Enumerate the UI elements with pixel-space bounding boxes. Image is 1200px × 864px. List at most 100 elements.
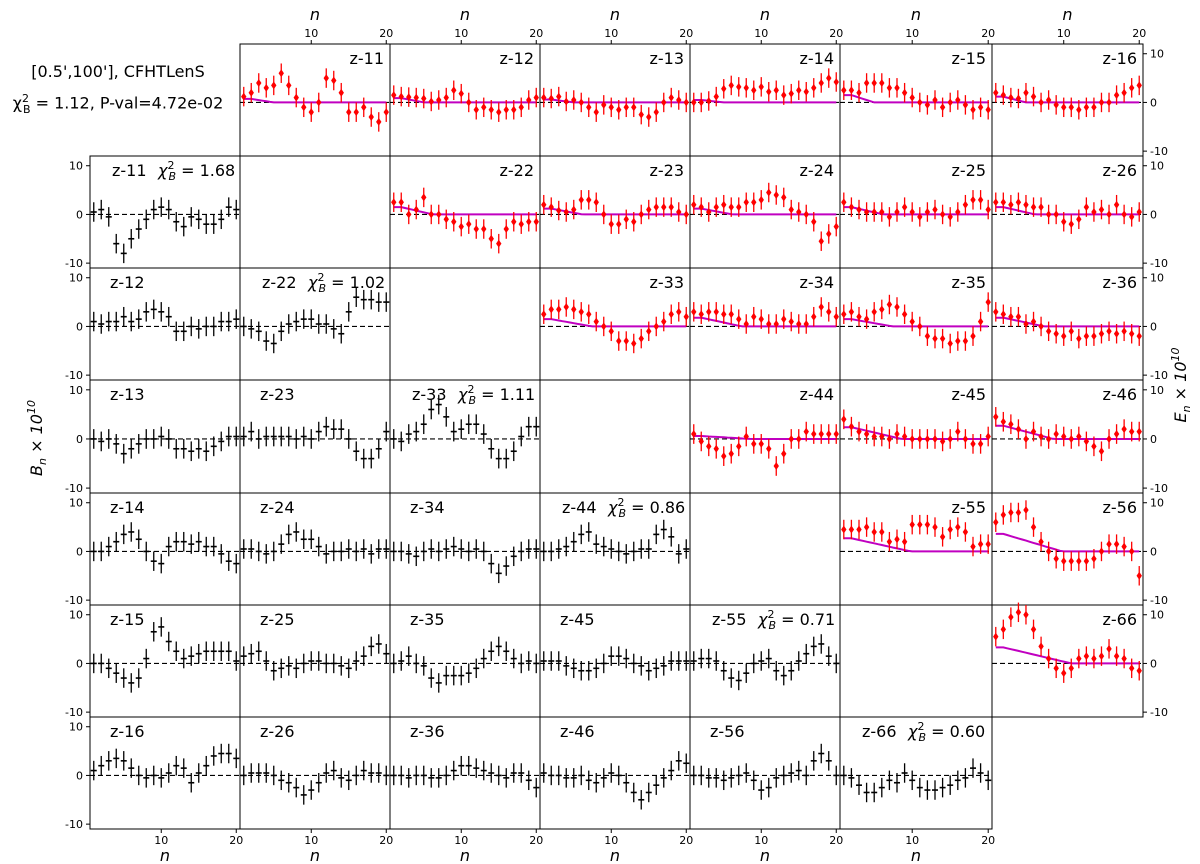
panel-label: z-34	[799, 273, 834, 292]
e-point	[1045, 434, 1052, 443]
e-point	[616, 105, 622, 114]
y-tick-label: 0	[76, 657, 83, 670]
e-point	[608, 103, 614, 112]
e-point	[939, 334, 946, 343]
e-point	[1053, 329, 1059, 338]
x-tick-label: 20	[679, 834, 693, 847]
e-point	[788, 434, 794, 443]
e-point	[841, 198, 847, 207]
e-point	[856, 427, 862, 436]
x-tick-label: 20	[529, 834, 543, 847]
e-point	[563, 302, 569, 311]
e-point	[886, 434, 893, 443]
e-point	[721, 200, 727, 209]
e-point	[1083, 203, 1090, 212]
e-point	[803, 210, 809, 219]
x-axis-label: n	[610, 5, 620, 24]
panel-label: z-13	[649, 49, 684, 68]
x-tick-label: 10	[604, 27, 618, 40]
y-tick-label: -10	[1150, 145, 1168, 158]
e-point	[1136, 332, 1142, 341]
e-point	[586, 103, 592, 112]
y-tick-label: -10	[65, 706, 83, 719]
e-point	[443, 93, 449, 102]
panel-label: z-35	[951, 273, 986, 292]
e-point	[894, 208, 900, 216]
e-point	[578, 307, 584, 316]
e-point	[1136, 571, 1142, 580]
e-point	[947, 98, 953, 107]
e-point	[1121, 654, 1127, 663]
e-point	[1076, 334, 1082, 343]
e-point	[623, 337, 629, 346]
e-point	[863, 78, 870, 87]
e-point	[879, 527, 885, 536]
e-point	[676, 307, 682, 316]
e-point	[871, 527, 877, 536]
e-point	[803, 87, 809, 96]
x-tick-label: 10	[905, 27, 919, 40]
e-point	[751, 198, 757, 207]
e-point	[406, 210, 412, 219]
model-curve	[995, 316, 1140, 328]
e-point	[481, 103, 487, 112]
e-point	[668, 93, 674, 102]
e-point	[458, 89, 464, 98]
figure-header-line2: χ2B = 1.12, P-val=4.72e-02	[12, 92, 224, 116]
e-point	[743, 83, 749, 92]
panel-label: z-25	[260, 610, 295, 629]
e-point	[1038, 642, 1044, 651]
e-point	[691, 200, 697, 209]
e-point	[856, 525, 862, 534]
e-point	[962, 100, 969, 109]
e-point	[1023, 320, 1029, 328]
e-point	[841, 86, 847, 95]
e-point	[977, 195, 984, 204]
y-tick-label: -10	[1150, 369, 1168, 382]
e-point	[947, 434, 953, 443]
e-point	[993, 307, 999, 316]
e-point	[909, 208, 915, 216]
e-point	[1038, 432, 1044, 441]
panel-chi2: χ2 B = 1.11	[457, 383, 535, 407]
e-point	[924, 100, 931, 109]
e-point	[473, 225, 479, 234]
e-point	[653, 322, 659, 331]
e-point	[481, 225, 487, 234]
x-tick-label: 10	[754, 27, 768, 40]
y-tick-label: -10	[1150, 706, 1168, 719]
e-point	[1091, 103, 1097, 112]
model-curve	[693, 435, 837, 440]
panel-label: z-33	[649, 273, 684, 292]
e-point	[1113, 91, 1120, 100]
e-point	[955, 337, 961, 346]
x-tick-label: 20	[829, 27, 843, 40]
x-tick-label: 10	[905, 834, 919, 847]
e-point	[593, 317, 599, 326]
y-tick-label: 0	[76, 769, 83, 782]
e-point	[428, 97, 434, 106]
e-point	[271, 81, 277, 90]
e-point	[841, 310, 847, 319]
e-point	[436, 96, 442, 104]
e-point	[1098, 98, 1105, 107]
e-point	[886, 300, 893, 309]
e-point	[286, 81, 292, 90]
e-point	[924, 520, 931, 529]
e-point	[376, 117, 382, 126]
e-point	[871, 432, 877, 441]
e-point	[909, 93, 915, 102]
e-point	[706, 208, 712, 216]
e-point	[796, 320, 802, 328]
e-point	[1023, 434, 1029, 443]
x-axis-label: n	[310, 5, 320, 24]
e-point	[1068, 434, 1074, 443]
y-tick-label: 10	[1150, 609, 1164, 622]
e-point	[631, 103, 637, 112]
e-point	[1008, 200, 1014, 209]
e-point	[421, 193, 427, 202]
e-point	[993, 198, 999, 207]
e-point	[811, 217, 817, 226]
e-point	[1061, 217, 1067, 226]
e-point	[1106, 434, 1112, 443]
